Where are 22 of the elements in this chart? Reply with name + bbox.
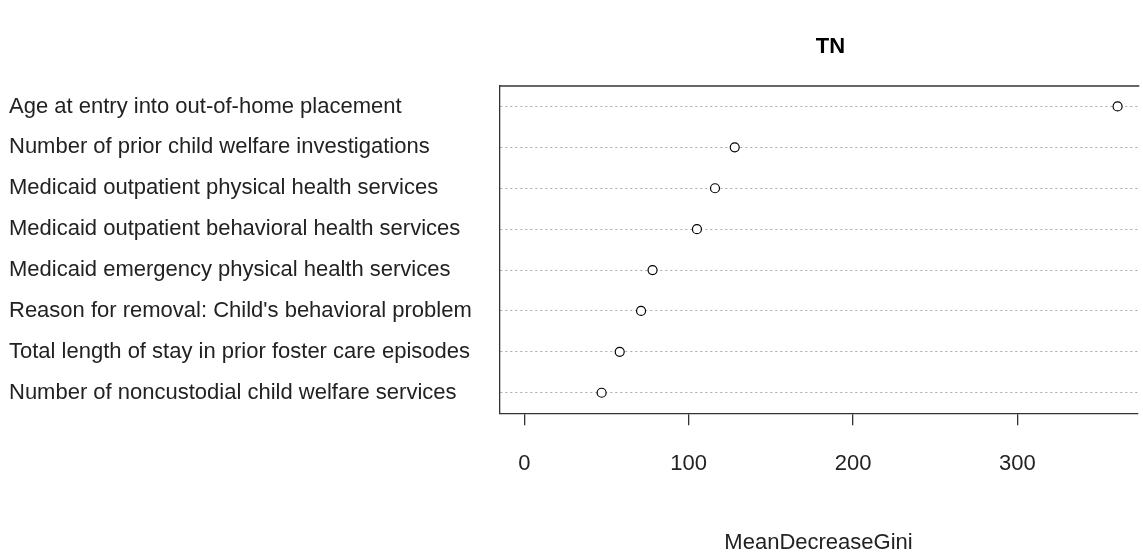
x-tick-label: 0 — [518, 450, 531, 476]
point — [647, 264, 658, 276]
point — [635, 305, 647, 317]
x-tick-label: 300 — [998, 450, 1036, 476]
y-tick-label: Number of prior child welfare investigations — [9, 133, 430, 159]
y-tick-label: Number of noncustodial child welfare services — [9, 378, 457, 404]
y-tick-label: Total length of stay in prior foster care episodes — [9, 337, 471, 363]
point — [729, 142, 740, 153]
y-tick-label: Reason for removal: Child's behavioral problem — [9, 297, 472, 323]
point — [1112, 101, 1123, 112]
point — [709, 183, 721, 194]
y-tick-label: Medicaid outpatient physical health services — [9, 174, 439, 200]
chart-title: TN — [815, 33, 846, 59]
y-tick-label: Age at entry into out-of-home placement — [9, 92, 402, 118]
x-tick-label: 100 — [670, 450, 708, 476]
y-tick-label: Medicaid outpatient behavioral health services — [9, 215, 461, 241]
point — [614, 346, 625, 357]
x-tick-label: 200 — [834, 450, 872, 476]
point — [691, 224, 703, 235]
point — [596, 387, 607, 398]
y-tick-label: Medicaid emergency physical health services — [9, 256, 451, 282]
x-axis-title: MeanDecreaseGini — [724, 528, 913, 554]
